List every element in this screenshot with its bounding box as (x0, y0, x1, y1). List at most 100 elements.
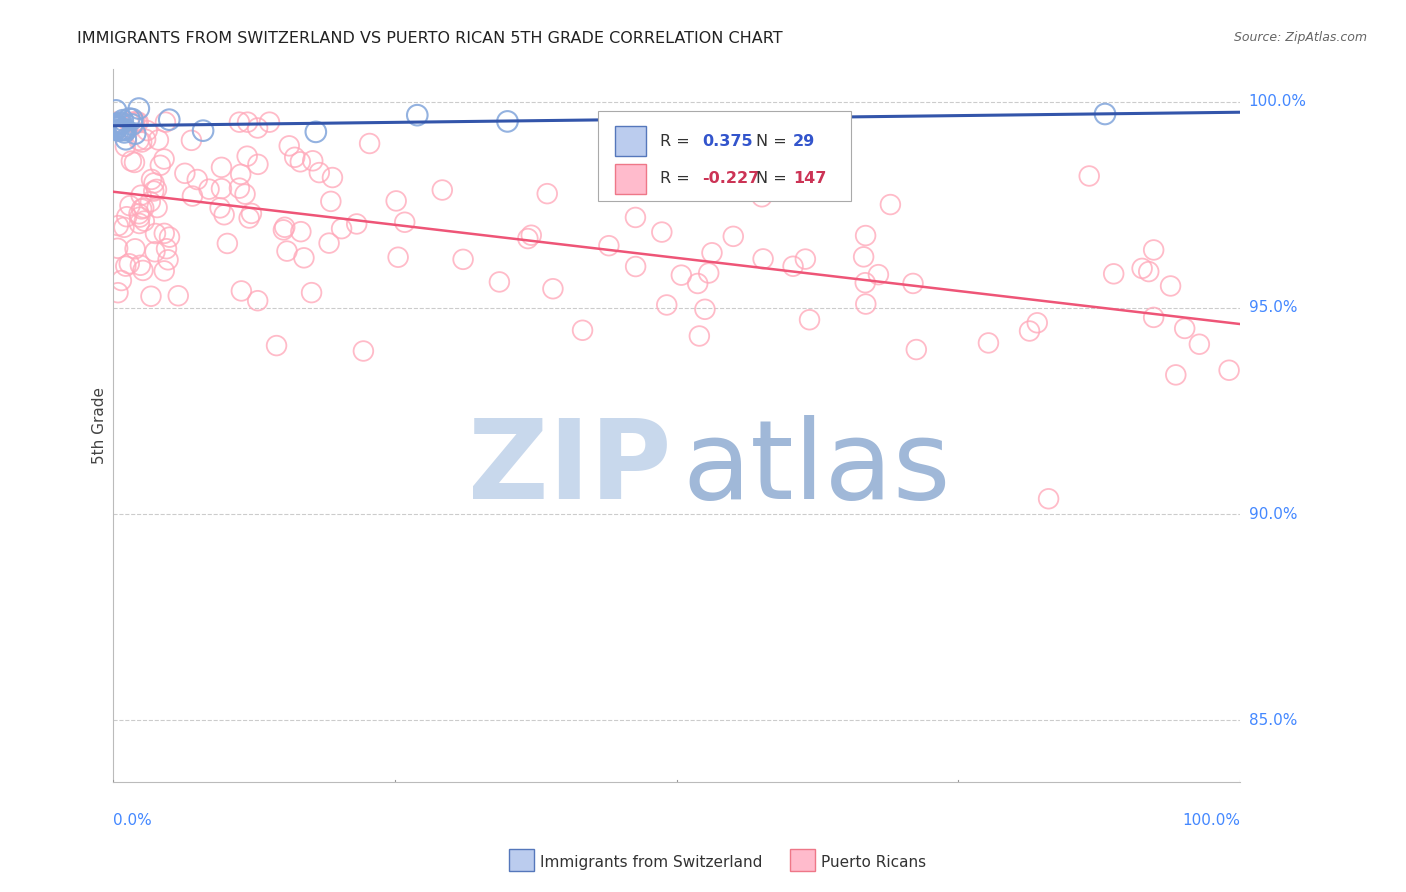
Point (128, 102, 150, 116)
Point (228, 115, 250, 129)
Point (129, 258, 152, 272)
Point (157, 252, 180, 267)
Point (752, 252, 775, 266)
Text: Puerto Ricans: Puerto Ricans (821, 855, 927, 870)
Point (266, 338, 288, 352)
Point (488, 275, 510, 289)
Point (212, 208, 235, 222)
Point (1078, 169, 1101, 183)
Point (655, 298, 678, 312)
Point (139, 194, 162, 209)
Point (799, 312, 821, 326)
Point (107, 123, 129, 137)
Point (107, 219, 129, 233)
Text: 0.0%: 0.0% (112, 813, 152, 828)
Point (1018, 324, 1040, 338)
Point (128, 217, 150, 231)
Point (541, 282, 564, 296)
Point (793, 175, 815, 189)
Text: R =: R = (659, 134, 695, 149)
Point (273, 223, 295, 237)
Text: 100.0%: 100.0% (1182, 813, 1240, 828)
Point (167, 289, 190, 303)
Point (901, 277, 924, 291)
Point (134, 214, 156, 228)
Point (1130, 261, 1153, 276)
Point (105, 122, 128, 136)
Point (132, 263, 155, 277)
Point (686, 277, 709, 291)
Point (114, 132, 136, 146)
Text: 147: 147 (793, 171, 827, 186)
Point (149, 158, 172, 172)
FancyBboxPatch shape (614, 126, 647, 156)
Point (228, 181, 250, 195)
Point (124, 127, 146, 141)
Point (301, 153, 323, 168)
Point (688, 329, 710, 343)
Point (1143, 243, 1166, 257)
Point (305, 125, 328, 139)
Point (124, 155, 146, 169)
Point (186, 172, 208, 186)
Point (103, 118, 125, 132)
Point (868, 268, 890, 282)
Text: N =: N = (755, 171, 792, 186)
Point (107, 241, 129, 255)
Point (855, 228, 877, 243)
Point (284, 150, 307, 164)
Point (516, 231, 538, 245)
Point (278, 139, 301, 153)
Point (173, 166, 195, 180)
Point (751, 190, 773, 204)
Text: 29: 29 (793, 134, 815, 149)
Point (128, 207, 150, 221)
Point (217, 236, 239, 251)
Text: Source: ZipAtlas.com: Source: ZipAtlas.com (1233, 31, 1367, 45)
Point (394, 215, 416, 229)
Text: N =: N = (755, 134, 792, 149)
Point (855, 297, 877, 311)
Point (229, 167, 252, 181)
Point (602, 147, 624, 161)
Point (624, 211, 647, 225)
Point (131, 202, 153, 216)
Point (105, 120, 128, 134)
Point (346, 217, 368, 231)
Point (145, 182, 167, 196)
Point (111, 113, 134, 128)
Point (321, 170, 343, 185)
Text: ZIP: ZIP (468, 415, 671, 522)
Point (276, 244, 298, 258)
Point (782, 259, 804, 273)
Point (651, 225, 673, 239)
Text: 0.375: 0.375 (703, 134, 754, 149)
Point (132, 201, 155, 215)
Point (240, 206, 263, 220)
Point (153, 152, 176, 166)
Point (301, 285, 323, 300)
Point (141, 172, 163, 186)
Point (118, 115, 141, 129)
Point (236, 115, 259, 129)
Point (236, 149, 259, 163)
Point (352, 344, 374, 359)
Point (129, 188, 152, 202)
Point (231, 284, 253, 298)
Point (146, 201, 169, 215)
Point (121, 118, 143, 132)
Point (1160, 279, 1182, 293)
Point (124, 115, 146, 129)
Point (977, 335, 1000, 350)
Point (496, 114, 519, 128)
Point (104, 103, 127, 118)
Point (131, 135, 153, 149)
Point (246, 120, 269, 135)
Point (292, 251, 315, 265)
Point (139, 289, 162, 303)
Point (135, 132, 157, 146)
Point (180, 133, 202, 147)
Point (723, 229, 745, 244)
Point (385, 194, 408, 208)
FancyBboxPatch shape (598, 112, 852, 201)
